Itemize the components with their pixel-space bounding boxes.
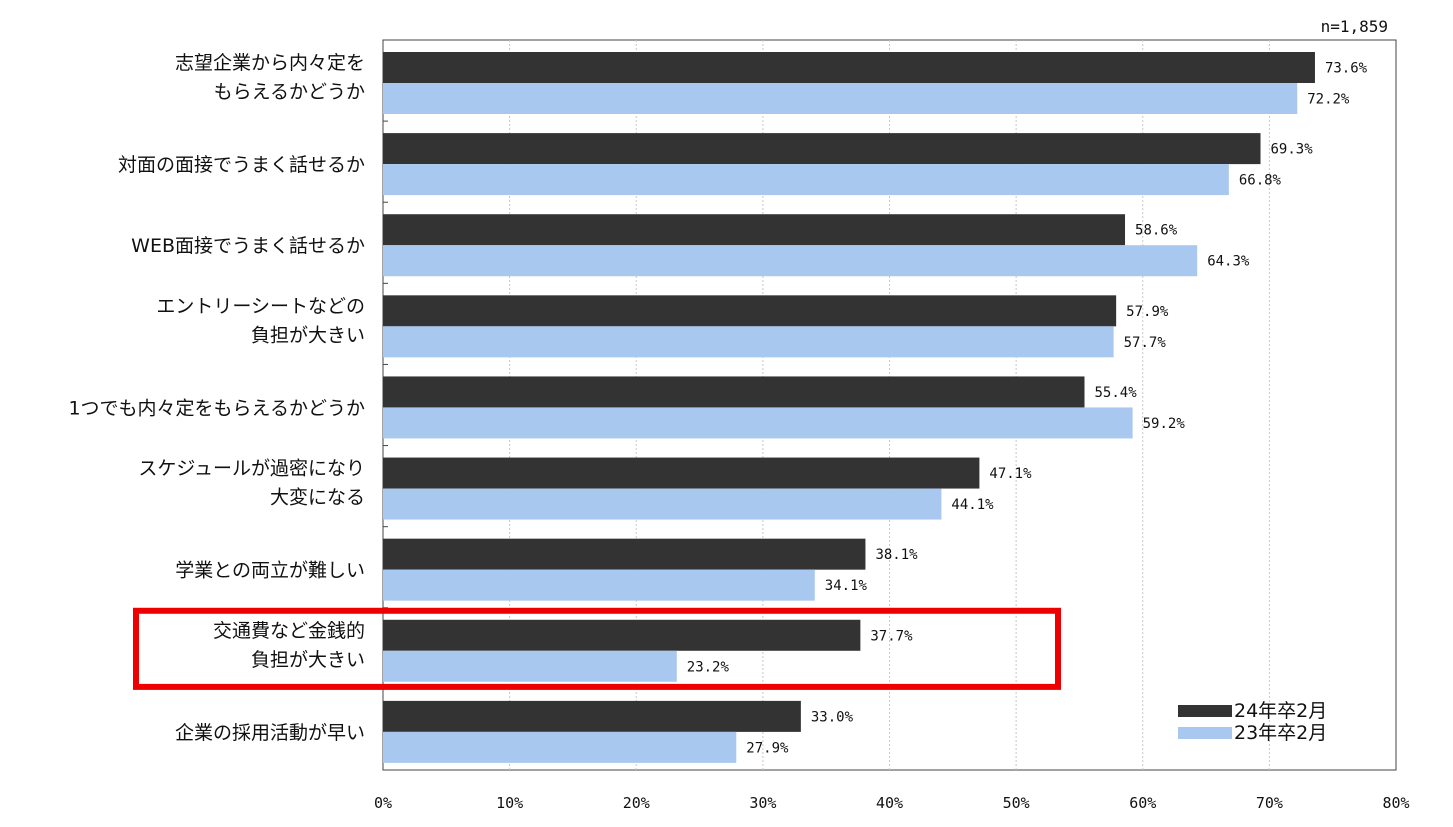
bar [383,569,815,601]
legend-label: 24年卒2月 [1234,700,1327,722]
bar [383,650,677,682]
x-tick-label: 40% [876,794,903,812]
data-label: 34.1% [825,578,868,594]
legend-label: 23年卒2月 [1234,722,1327,744]
bar [383,133,1261,165]
bar [383,619,861,651]
bar [383,214,1126,246]
x-tick-label: 20% [623,794,650,812]
bar [383,164,1229,196]
x-tick-label: 30% [749,794,776,812]
data-label: 73.6% [1325,61,1368,77]
x-tick-label: 10% [496,794,523,812]
category-label: 1つでも内々定をもらえるかどうか [68,397,365,419]
data-label: 69.3% [1271,142,1314,158]
bar [383,488,942,520]
bar [383,700,801,732]
bar [383,407,1133,439]
data-label: 23.2% [687,659,730,675]
category-label: 大変になる [270,487,365,509]
x-tick-label: 80% [1382,794,1409,812]
data-label: 44.1% [951,497,994,513]
data-label: 59.2% [1143,416,1186,432]
bar [383,457,980,489]
category-label: 負担が大きい [251,324,365,346]
x-tick-label: 50% [1003,794,1030,812]
data-label: 55.4% [1095,385,1138,401]
data-label: 66.8% [1239,173,1282,189]
sample-size-note: n=1,859 [1321,17,1388,36]
x-tick-label: 70% [1256,794,1283,812]
data-label: 27.9% [746,740,789,756]
data-label: 38.1% [875,547,918,563]
category-label: 学業との両立が難しい [175,560,365,582]
category-label: もらえるかどうか [214,81,365,103]
category-label: スケジュールが過密になり [138,458,365,480]
data-label: 58.6% [1135,223,1178,239]
category-label: WEB面接でうまく話せるか [131,235,365,257]
data-label: 72.2% [1307,92,1350,108]
data-label: 64.3% [1207,254,1250,270]
bar [383,326,1114,358]
legend-swatch [1178,705,1232,717]
highlight-box [133,607,1061,690]
category-label: 対面の面接でうまく話せるか [118,154,365,176]
data-label: 37.7% [870,628,913,644]
category-label: 交通費など金銭的 [213,620,365,642]
bar [383,731,737,763]
data-label: 47.1% [989,466,1032,482]
data-label: 57.9% [1126,304,1169,320]
legend-swatch [1178,727,1232,739]
bar [383,83,1298,114]
data-label: 33.0% [811,709,854,725]
bar [383,245,1198,277]
x-tick-label: 60% [1129,794,1156,812]
data-label: 57.7% [1124,335,1167,351]
category-label: 負担が大きい [251,649,365,671]
bar [383,376,1085,408]
x-tick-label: 0% [374,794,392,812]
category-label: エントリーシートなどの [156,295,365,317]
category-label: 企業の採用活動が早い [175,722,365,744]
bar [383,52,1315,83]
category-label: 志望企業から内々定を [175,52,365,74]
bar [383,295,1117,327]
bar [383,538,866,570]
